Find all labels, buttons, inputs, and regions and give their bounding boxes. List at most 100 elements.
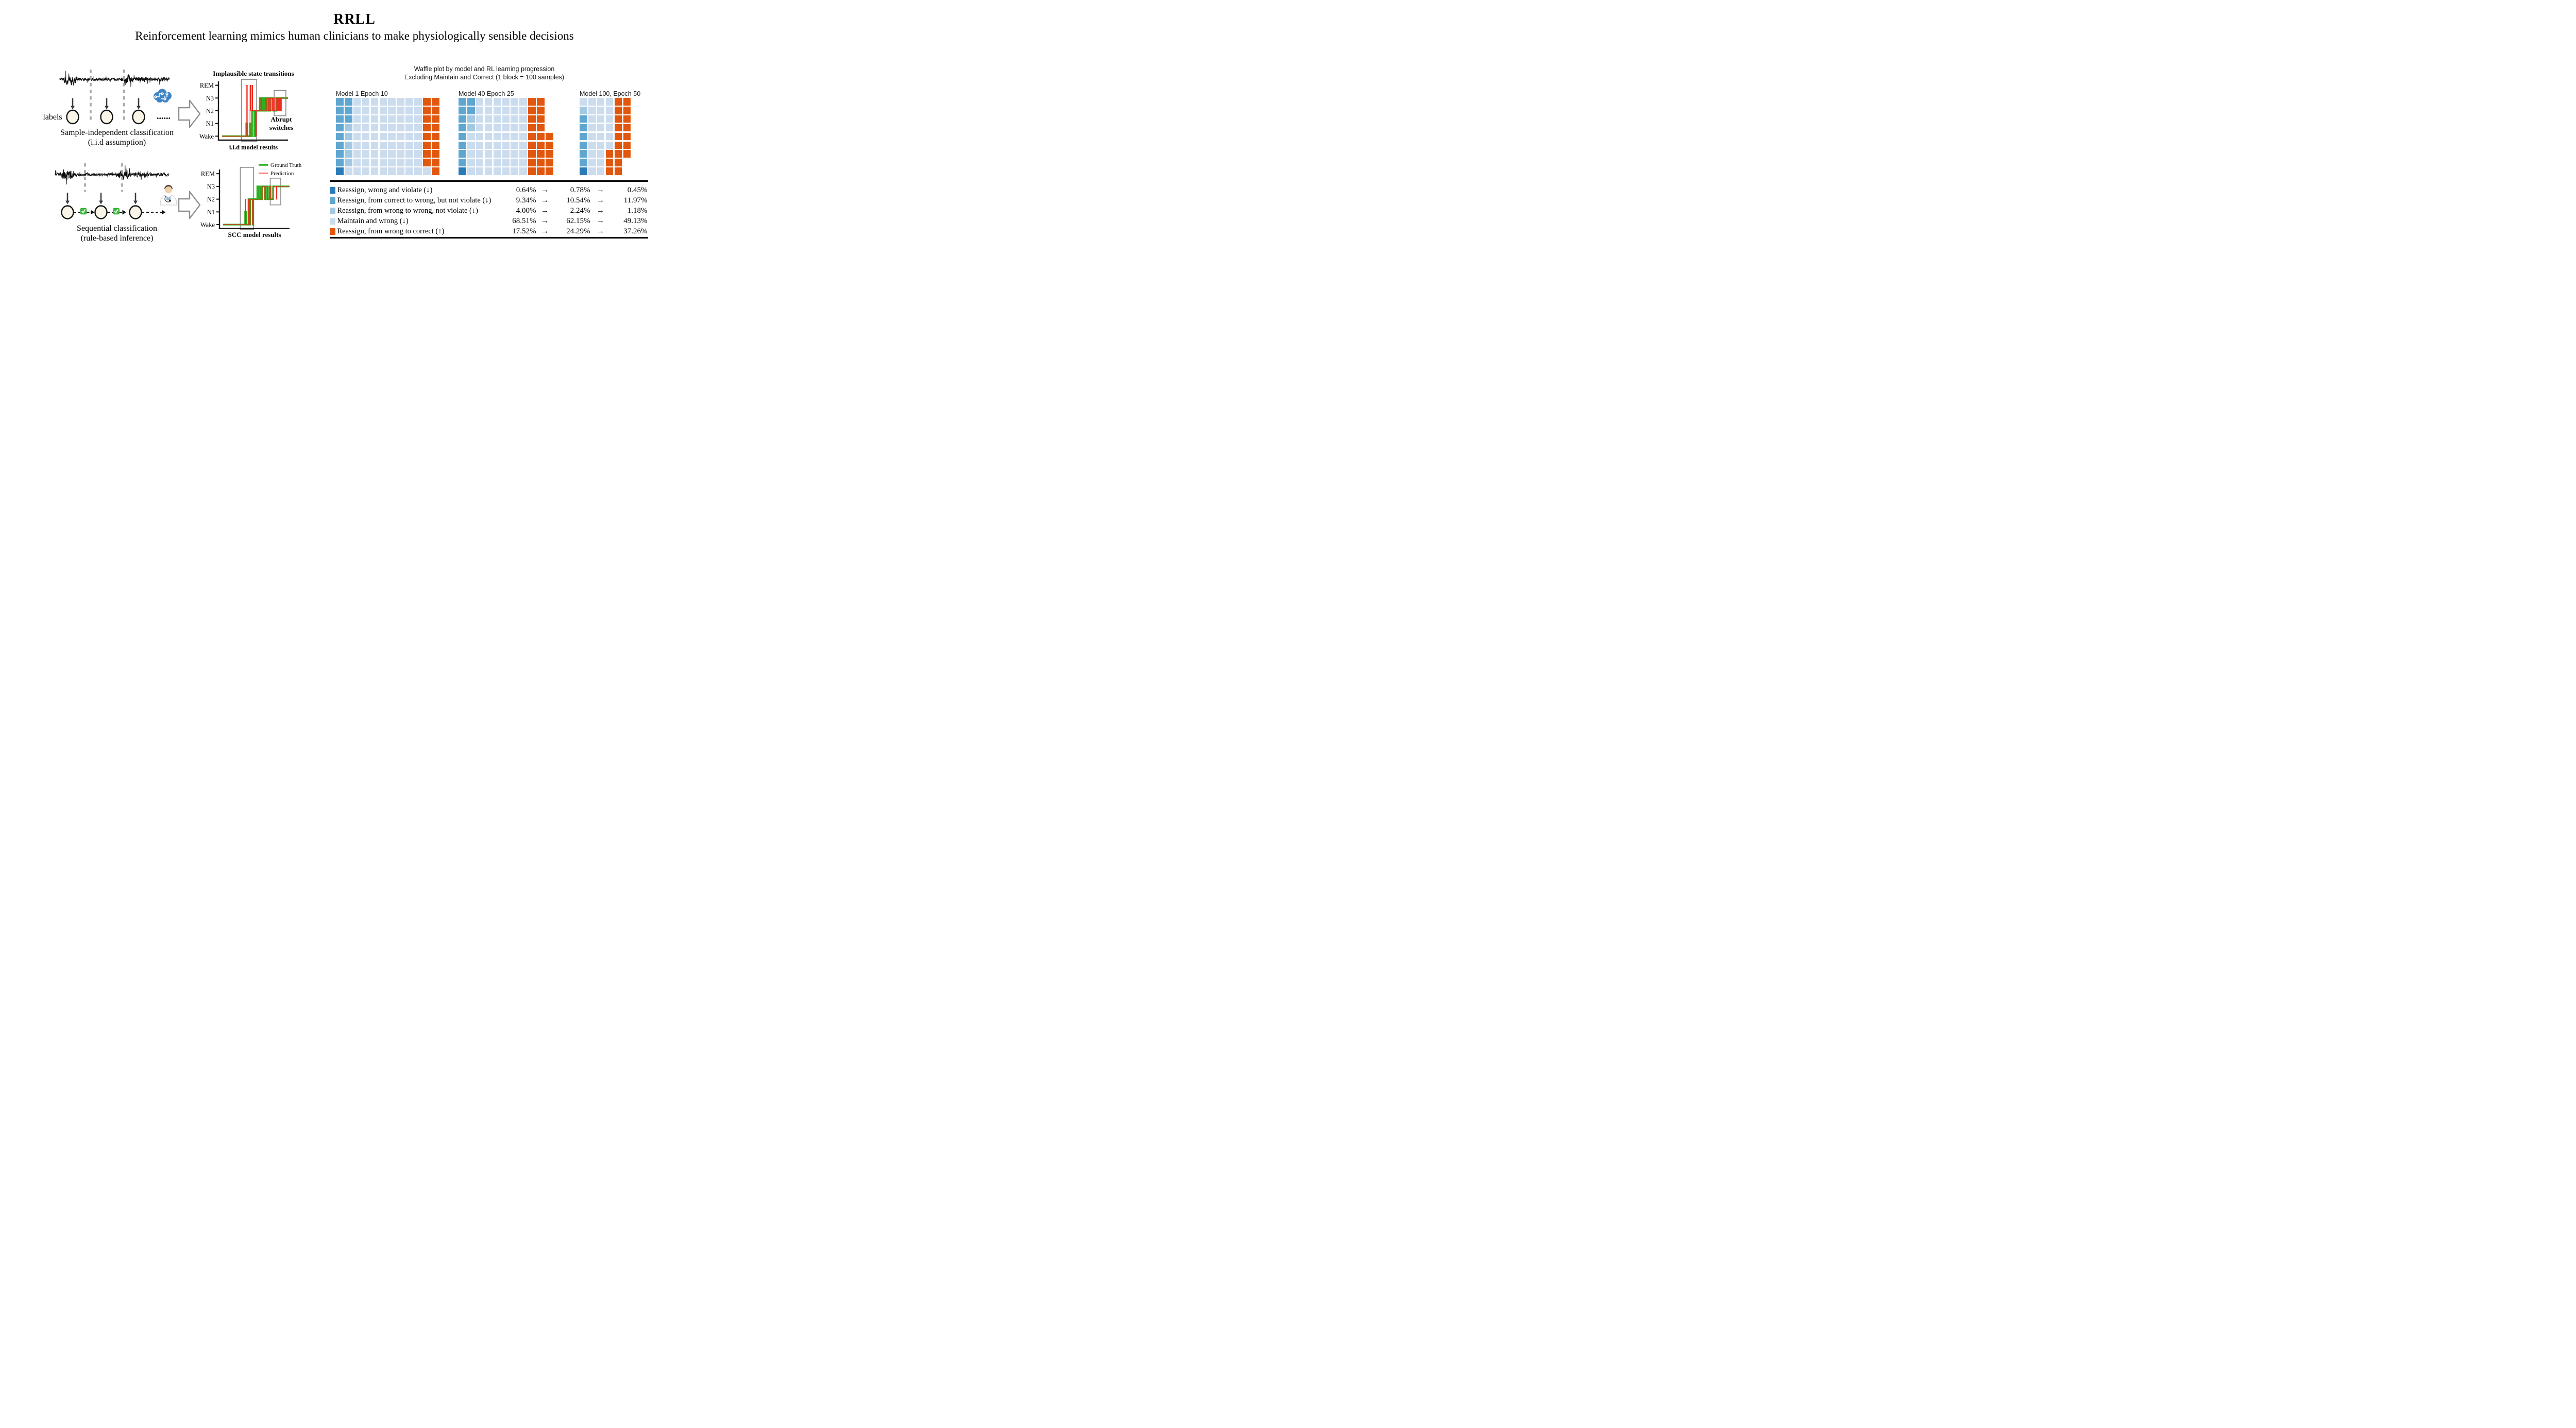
waffle-cell xyxy=(336,124,344,132)
waffle-cell xyxy=(344,106,352,114)
waffle-cell xyxy=(431,159,439,166)
legend-swatch xyxy=(330,217,335,225)
waffle-cell xyxy=(353,167,361,175)
waffle-cell xyxy=(467,115,475,123)
table-bottom-rule xyxy=(330,237,648,239)
value-model-1: 68.51% xyxy=(512,216,536,225)
waffle-cell xyxy=(388,141,396,149)
waffle-cell xyxy=(476,167,484,175)
waffle-cell xyxy=(353,132,361,141)
waffle-cell xyxy=(388,124,396,132)
waffle-cell xyxy=(502,150,510,158)
waffle-cell xyxy=(580,106,587,114)
waffle-3-title: Model 100, Epoch 50 xyxy=(580,90,641,97)
waffle-cell xyxy=(623,141,631,149)
waffle-cell xyxy=(588,132,596,141)
waffle-cell xyxy=(605,106,614,114)
waffle-cell xyxy=(353,124,361,132)
waffle-cell xyxy=(502,124,510,132)
legend-swatch xyxy=(330,187,335,194)
waffle-cell xyxy=(484,98,493,106)
waffle-cell xyxy=(476,124,484,132)
waffle-cell xyxy=(484,150,493,158)
waffle-cell xyxy=(588,115,596,123)
waffle-cell xyxy=(502,115,510,123)
iid-chart-title: Implausible state transitions xyxy=(213,70,294,77)
waffle-cell xyxy=(502,159,510,166)
waffle-cell xyxy=(353,106,361,114)
waffle-cell xyxy=(431,141,439,149)
waffle-cell xyxy=(423,98,431,106)
waffle-cell xyxy=(588,141,596,149)
waffle-cell xyxy=(537,106,545,114)
waffle-cell xyxy=(344,115,352,123)
waffle-cell xyxy=(370,132,379,141)
waffle-cell xyxy=(414,159,422,166)
waffle-cell xyxy=(379,106,387,114)
waffle-cell xyxy=(336,106,344,114)
flow-arrow-top xyxy=(178,99,201,128)
value-model-100: 49.13% xyxy=(623,216,648,225)
waffle-cell xyxy=(546,132,553,141)
waffle-cell xyxy=(580,159,587,166)
waffle-cell xyxy=(588,159,596,166)
page-subtitle: Reinforcement learning mimics human clin… xyxy=(135,29,574,42)
waffle-1-title: Model 1 Epoch 10 xyxy=(336,90,388,97)
waffle-cell xyxy=(614,124,622,132)
value-model-40: 2.24% xyxy=(570,206,590,215)
waffle-cell xyxy=(623,106,631,114)
waffle-cell xyxy=(588,98,596,106)
waffle-cell xyxy=(362,132,370,141)
stage-label: Wake xyxy=(199,133,214,140)
waffle-cell xyxy=(528,98,536,106)
waffle-cell xyxy=(502,167,510,175)
waffle-cell xyxy=(511,167,519,175)
waffle-cell xyxy=(459,141,466,149)
waffle-cell xyxy=(405,150,413,158)
waffle-cell xyxy=(414,132,422,141)
waffle-cell xyxy=(528,150,536,158)
eeg-signal-iid xyxy=(59,71,170,87)
arrow-icon: → xyxy=(541,196,549,205)
label-node xyxy=(94,205,108,219)
waffle-cell xyxy=(546,141,553,149)
series-prediction xyxy=(222,84,288,137)
waffle-cell xyxy=(370,106,379,114)
assignment-arrows xyxy=(71,98,141,110)
waffle-cell xyxy=(484,115,493,123)
label-node xyxy=(66,109,79,125)
waffle-cell xyxy=(597,159,605,166)
sequence-connectors xyxy=(74,210,166,215)
waffle-cell xyxy=(467,150,475,158)
iid-chart-xlabel: i.i.d model results xyxy=(229,144,278,151)
waffle-cell xyxy=(362,141,370,149)
waffle-cell xyxy=(370,159,379,166)
waffle-cell xyxy=(493,124,501,132)
waffle-cell xyxy=(397,132,404,141)
waffle-cell xyxy=(353,115,361,123)
waffle-cell xyxy=(484,106,493,114)
waffle-cell xyxy=(362,98,370,106)
legend-label: Reassign, from correct to wrong, but not… xyxy=(337,196,492,205)
waffle-cell xyxy=(476,141,484,149)
waffle-cell xyxy=(528,167,536,175)
legend-label: Reassign, from wrong to correct (↑) xyxy=(337,227,445,235)
waffle-cell xyxy=(476,98,484,106)
waffle-cell xyxy=(511,124,519,132)
waffle-cell xyxy=(379,141,387,149)
waffle-cell xyxy=(493,150,501,158)
waffle-cell xyxy=(588,124,596,132)
waffle-cell xyxy=(388,106,396,114)
arrow-icon: → xyxy=(597,227,604,235)
waffle-cell xyxy=(537,150,545,158)
waffle-cell xyxy=(493,132,501,141)
waffle-cell xyxy=(519,132,527,141)
waffle-cell xyxy=(414,124,422,132)
waffle-cell xyxy=(467,98,475,106)
label-node xyxy=(61,205,74,219)
iid-caption-line1: Sample-independent classification xyxy=(60,128,174,137)
waffle-cell xyxy=(344,98,352,106)
waffle-cell xyxy=(605,159,614,166)
waffle-cell xyxy=(397,106,404,114)
labels-text: labels xyxy=(43,113,62,122)
